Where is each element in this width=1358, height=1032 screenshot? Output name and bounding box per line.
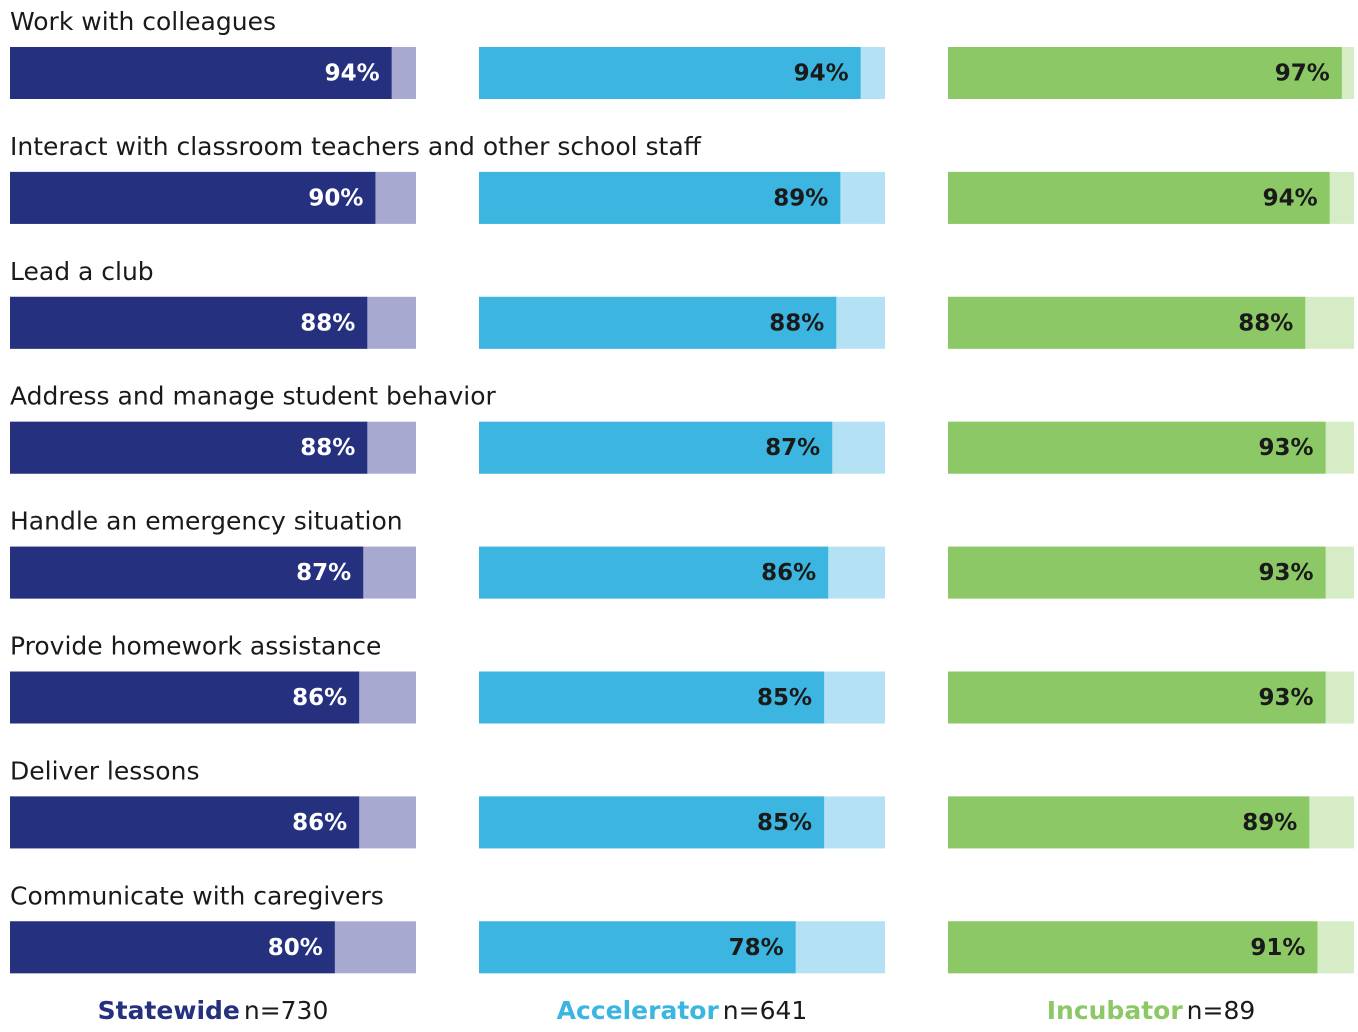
bar [479,296,837,349]
value-label: 94% [325,61,380,87]
legend-name: Accelerator [557,996,720,1025]
bar [479,171,841,224]
category-label: Deliver lessons [10,756,199,785]
bar [10,546,364,599]
bar [10,671,360,724]
value-label: 78% [729,935,784,961]
value-label: 89% [1242,810,1297,836]
category-label: Provide homework assistance [10,632,381,661]
value-label: 93% [1259,685,1314,711]
value-label: 85% [757,810,812,836]
bar [10,47,392,99]
legend-name: Statewide [98,996,240,1025]
value-label: 85% [757,685,812,711]
bar [948,546,1326,599]
bar [10,921,335,974]
value-label: 93% [1259,560,1314,586]
value-label: 80% [268,935,323,961]
bar [10,796,360,849]
value-label: 87% [296,560,351,586]
value-label: 87% [765,435,820,461]
value-label: 97% [1275,61,1330,87]
bar [10,296,368,349]
value-label: 88% [769,310,824,336]
bar [948,296,1306,349]
bar [479,47,861,99]
bar [948,171,1330,224]
bar [948,921,1318,974]
legend-n: n=730 [244,996,329,1025]
value-label: 86% [292,810,347,836]
value-label: 89% [773,185,828,211]
legend-entry: Incubator n=89 [1047,996,1256,1025]
bar [479,546,829,599]
value-label: 86% [292,685,347,711]
bar [479,796,825,849]
value-label: 88% [300,310,355,336]
legend-n: n=89 [1187,996,1256,1025]
category-label: Interact with classroom teachers and oth… [10,132,702,161]
category-label: Communicate with caregivers [10,881,384,910]
value-label: 93% [1259,435,1314,461]
value-label: 88% [1238,310,1293,336]
bar [10,171,376,224]
bar [948,47,1342,99]
legend-entry: Accelerator n=641 [557,996,808,1025]
category-label: Lead a club [10,257,154,286]
value-label: 86% [761,560,816,586]
value-label: 94% [794,61,849,87]
value-label: 91% [1250,935,1305,961]
value-label: 94% [1263,185,1318,211]
category-label: Handle an emergency situation [10,507,403,536]
bar [479,671,825,724]
category-label: Address and manage student behavior [10,382,496,411]
legend-name: Incubator [1047,996,1184,1025]
bar [948,421,1326,474]
bar [948,671,1326,724]
category-label: Work with colleagues [10,7,276,36]
bar [479,921,796,974]
bar [10,421,368,474]
bar [948,796,1310,849]
legend-n: n=641 [723,996,808,1025]
legend-entry: Statewide n=730 [98,996,329,1025]
bar [479,421,833,474]
value-label: 88% [300,435,355,461]
value-label: 90% [308,185,363,211]
